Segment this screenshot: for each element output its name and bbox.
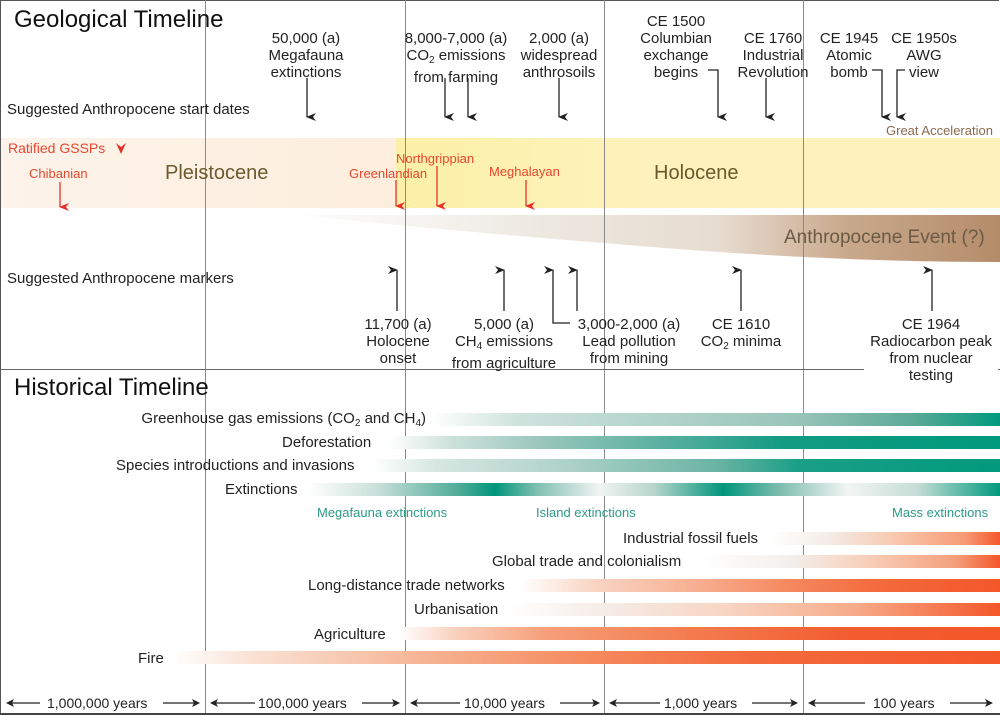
start-dates-label: Suggested Anthropocene start dates: [7, 101, 250, 118]
scale-100000: 100,000 years: [258, 695, 347, 711]
geological-timeline-title: Geological Timeline: [14, 6, 224, 33]
bar-fire: [172, 651, 1000, 664]
scale-1000: 1,000 years: [664, 695, 738, 711]
marker-ch4: 5,000 (a) CH4 emissions from agriculture: [451, 316, 557, 372]
marker-holocene-onset: 11,700 (a) Holocene onset: [364, 316, 432, 367]
row-label-extinctions: Extinctions: [225, 481, 298, 498]
row-label-fossil-fuels: Industrial fossil fuels: [623, 530, 759, 547]
start-date-industrial: CE 1760 Industrial Revolution: [737, 30, 809, 81]
bar-long-distance-trade: [520, 579, 1000, 592]
start-date-co2-farming: 8,000-7,000 (a) CO2 emissions from farmi…: [404, 30, 508, 86]
scale-10000: 10,000 years: [464, 695, 545, 711]
ratified-gssps-label: Ratified GSSPs: [8, 140, 106, 156]
arrow-columbian: [708, 69, 727, 121]
row-label-agriculture: Agriculture: [314, 626, 386, 643]
bar-global-trade: [700, 555, 1000, 568]
gridline-4: [803, 0, 804, 713]
bar-fossil-fuels: [770, 532, 1000, 545]
gssp-greenlandian: Greenlandian: [349, 166, 428, 181]
gssp-meghalayan: Meghalayan: [489, 164, 560, 179]
section-divider: [0, 369, 900, 370]
row-label-fire: Fire: [138, 650, 164, 667]
marker-co2-minima: CE 1610 CO2 minima: [700, 316, 782, 352]
start-date-atomic: CE 1945 Atomic bomb: [819, 30, 879, 81]
marker-lead: 3,000-2,000 (a) Lead pollution from mini…: [577, 316, 681, 367]
row-label-long-distance-trade: Long-distance trade networks: [308, 577, 505, 594]
row-label-urbanisation: Urbanisation: [414, 601, 499, 618]
bar-extinctions: [308, 483, 1000, 496]
row-label-ghg: Greenhouse gas emissions (CO2 and CH4): [141, 410, 426, 429]
start-date-awg: CE 1950s AWG view: [891, 30, 957, 81]
note-island-extinctions: Island extinctions: [536, 505, 636, 520]
start-date-anthrosoils: 2,000 (a) widespread anthrosoils: [520, 30, 598, 81]
start-date-columbian: CE 1500 Columbian exchange begins: [640, 13, 712, 81]
epoch-anthropocene: Anthropocene Event (?): [784, 227, 985, 248]
scale-1000000: 1,000,000 years: [47, 695, 148, 711]
gridline-3: [604, 0, 605, 713]
epoch-pleistocene: Pleistocene: [165, 162, 269, 184]
note-megafauna-extinctions: Megafauna extinctions: [317, 505, 448, 520]
gssp-chibanian: Chibanian: [29, 166, 88, 181]
row-label-deforestation: Deforestation: [282, 434, 372, 451]
note-mass-extinctions: Mass extinctions: [892, 505, 989, 520]
arrow-atomic: [872, 69, 891, 121]
bar-urbanisation: [508, 603, 1000, 616]
scale-100: 100 years: [873, 695, 935, 711]
arrow-lead-a: [544, 266, 570, 324]
bar-species: [372, 459, 1000, 472]
marker-radiocarbon: CE 1964 Radiocarbon peak from nuclear te…: [864, 316, 998, 384]
epoch-holocene: Holocene: [654, 162, 739, 184]
great-acceleration-label: Great Acceleration: [886, 123, 993, 138]
gridline-2: [405, 0, 406, 713]
markers-label: Suggested Anthropocene markers: [7, 270, 234, 287]
figure-bottom-border: [0, 713, 1000, 715]
pleistocene-band: [1, 138, 396, 208]
bar-agriculture: [398, 627, 1000, 640]
start-date-megafauna: 50,000 (a) Megafauna extinctions: [268, 30, 344, 81]
row-label-global-trade: Global trade and colonialism: [492, 553, 682, 570]
historical-timeline-title: Historical Timeline: [14, 374, 209, 401]
row-label-species: Species introductions and invasions: [116, 457, 355, 474]
arrow-awg: [896, 69, 906, 121]
gridline-1: [205, 0, 206, 713]
bar-ghg: [432, 413, 1000, 426]
ratified-gssps-triangle-icon: [116, 143, 126, 154]
bar-deforestation: [388, 436, 1000, 449]
gssp-northgrippian: Northgrippian: [396, 151, 475, 166]
holocene-band: [396, 138, 1000, 208]
